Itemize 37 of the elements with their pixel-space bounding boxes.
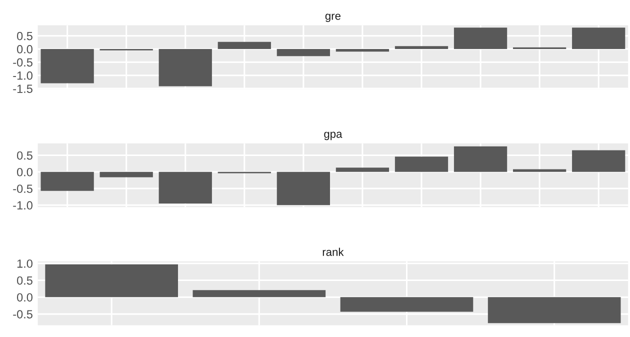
bar <box>572 28 626 50</box>
bar <box>340 297 474 312</box>
chart-title: gpa <box>324 132 342 140</box>
bar <box>394 46 448 50</box>
y-tick-label: 1.0 <box>17 259 32 268</box>
bar <box>158 49 212 86</box>
bar <box>513 169 566 172</box>
bar <box>488 297 621 324</box>
y-tick-label: -1.0 <box>13 71 32 80</box>
y-tick-label: -0.5 <box>13 184 32 193</box>
y-tick-label: 0.0 <box>16 168 32 176</box>
y-tick-label: -1.0 <box>13 201 32 210</box>
bar <box>45 264 178 298</box>
y-tick-label: 0.5 <box>16 276 32 285</box>
y-tick-label: 0.0 <box>16 45 32 54</box>
bar <box>100 172 153 178</box>
bar <box>40 49 94 84</box>
y-tick-label: -0.5 <box>13 310 32 318</box>
bar <box>192 290 326 298</box>
bar <box>394 156 448 172</box>
bar <box>276 172 330 206</box>
y-tick-label: -1.5 <box>13 84 32 93</box>
bar <box>336 168 390 172</box>
bar <box>276 49 330 56</box>
bar <box>158 172 212 204</box>
y-tick-label: 0.5 <box>16 151 32 160</box>
y-tick-label: 0.5 <box>16 32 32 40</box>
y-tick-label: 0.0 <box>16 293 32 302</box>
bar <box>454 146 508 172</box>
chart-title: rank <box>322 248 344 256</box>
bar <box>218 42 271 50</box>
bar <box>40 172 94 191</box>
bar <box>572 150 626 172</box>
bar <box>336 49 390 52</box>
bar <box>454 28 508 50</box>
y-tick-label: -0.5 <box>13 58 32 67</box>
chart-title: gre <box>325 14 340 22</box>
